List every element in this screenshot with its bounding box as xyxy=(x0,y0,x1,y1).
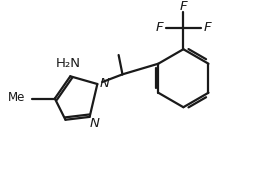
Text: H₂N: H₂N xyxy=(56,57,81,70)
Text: N: N xyxy=(90,117,99,130)
Text: F: F xyxy=(179,0,187,13)
Text: Me: Me xyxy=(7,91,25,104)
Text: F: F xyxy=(155,21,163,35)
Text: N: N xyxy=(99,77,109,90)
Text: F: F xyxy=(204,21,211,35)
